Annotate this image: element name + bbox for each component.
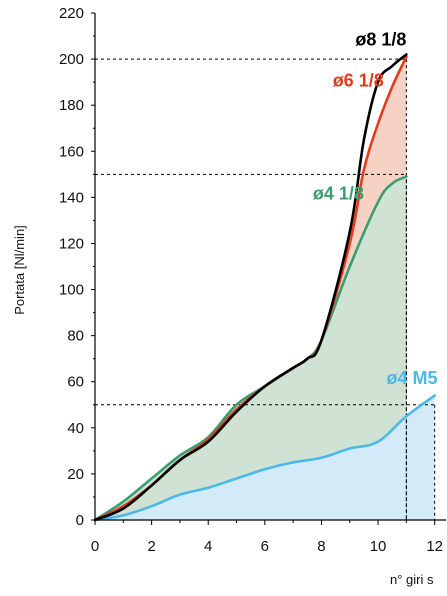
y-tick-label: 160 bbox=[59, 143, 84, 160]
y-axis-title: Portata [Nl/min] bbox=[12, 225, 27, 315]
x-tick-label: 2 bbox=[147, 538, 155, 555]
reference-lines bbox=[95, 58, 436, 520]
series-labels: ø8 1/8 ø6 1/8 ø4 1/8 ø4 M5 bbox=[313, 29, 438, 388]
series-lines bbox=[93, 53, 436, 522]
y-tick-label: 200 bbox=[59, 51, 84, 68]
y-tick-label: 100 bbox=[59, 282, 84, 299]
y-tick-label: 20 bbox=[67, 466, 84, 483]
area--4-1-8 bbox=[95, 176, 407, 520]
series-line--4-m5 bbox=[93, 394, 436, 522]
x-tick-label: 4 bbox=[204, 538, 212, 555]
x-axis-title: n° giri s bbox=[390, 572, 434, 587]
x-tick-label: 6 bbox=[261, 538, 269, 555]
y-tick-label: 140 bbox=[59, 189, 84, 206]
series-label: ø8 1/8 bbox=[355, 29, 406, 49]
series-label: ø4 1/8 bbox=[313, 184, 364, 204]
y-tick-label: 80 bbox=[67, 328, 84, 345]
x-tick-label: 0 bbox=[91, 538, 99, 555]
y-tick-label: 0 bbox=[76, 512, 84, 529]
y-tick-label: 40 bbox=[67, 420, 84, 437]
series-label: ø4 M5 bbox=[386, 368, 437, 388]
x-tick-label: 10 bbox=[370, 538, 387, 555]
y-tick-label: 60 bbox=[67, 374, 84, 391]
area--4-m5 bbox=[95, 395, 435, 520]
series-line--8-1-8 bbox=[93, 53, 408, 522]
x-tick-label: 8 bbox=[317, 538, 325, 555]
y-tick-label: 120 bbox=[59, 235, 84, 252]
y-tick-label: 180 bbox=[59, 97, 84, 114]
tick-labels: 0 20 40 60 80 100 120 140 160 180 200 220 0 2 4 6 8 10 12 bbox=[59, 5, 443, 555]
y-tick-label: 220 bbox=[59, 5, 84, 22]
series-label: ø6 1/8 bbox=[333, 71, 384, 91]
series-areas bbox=[95, 56, 435, 520]
axes bbox=[91, 12, 446, 525]
x-tick-label: 12 bbox=[426, 538, 443, 555]
